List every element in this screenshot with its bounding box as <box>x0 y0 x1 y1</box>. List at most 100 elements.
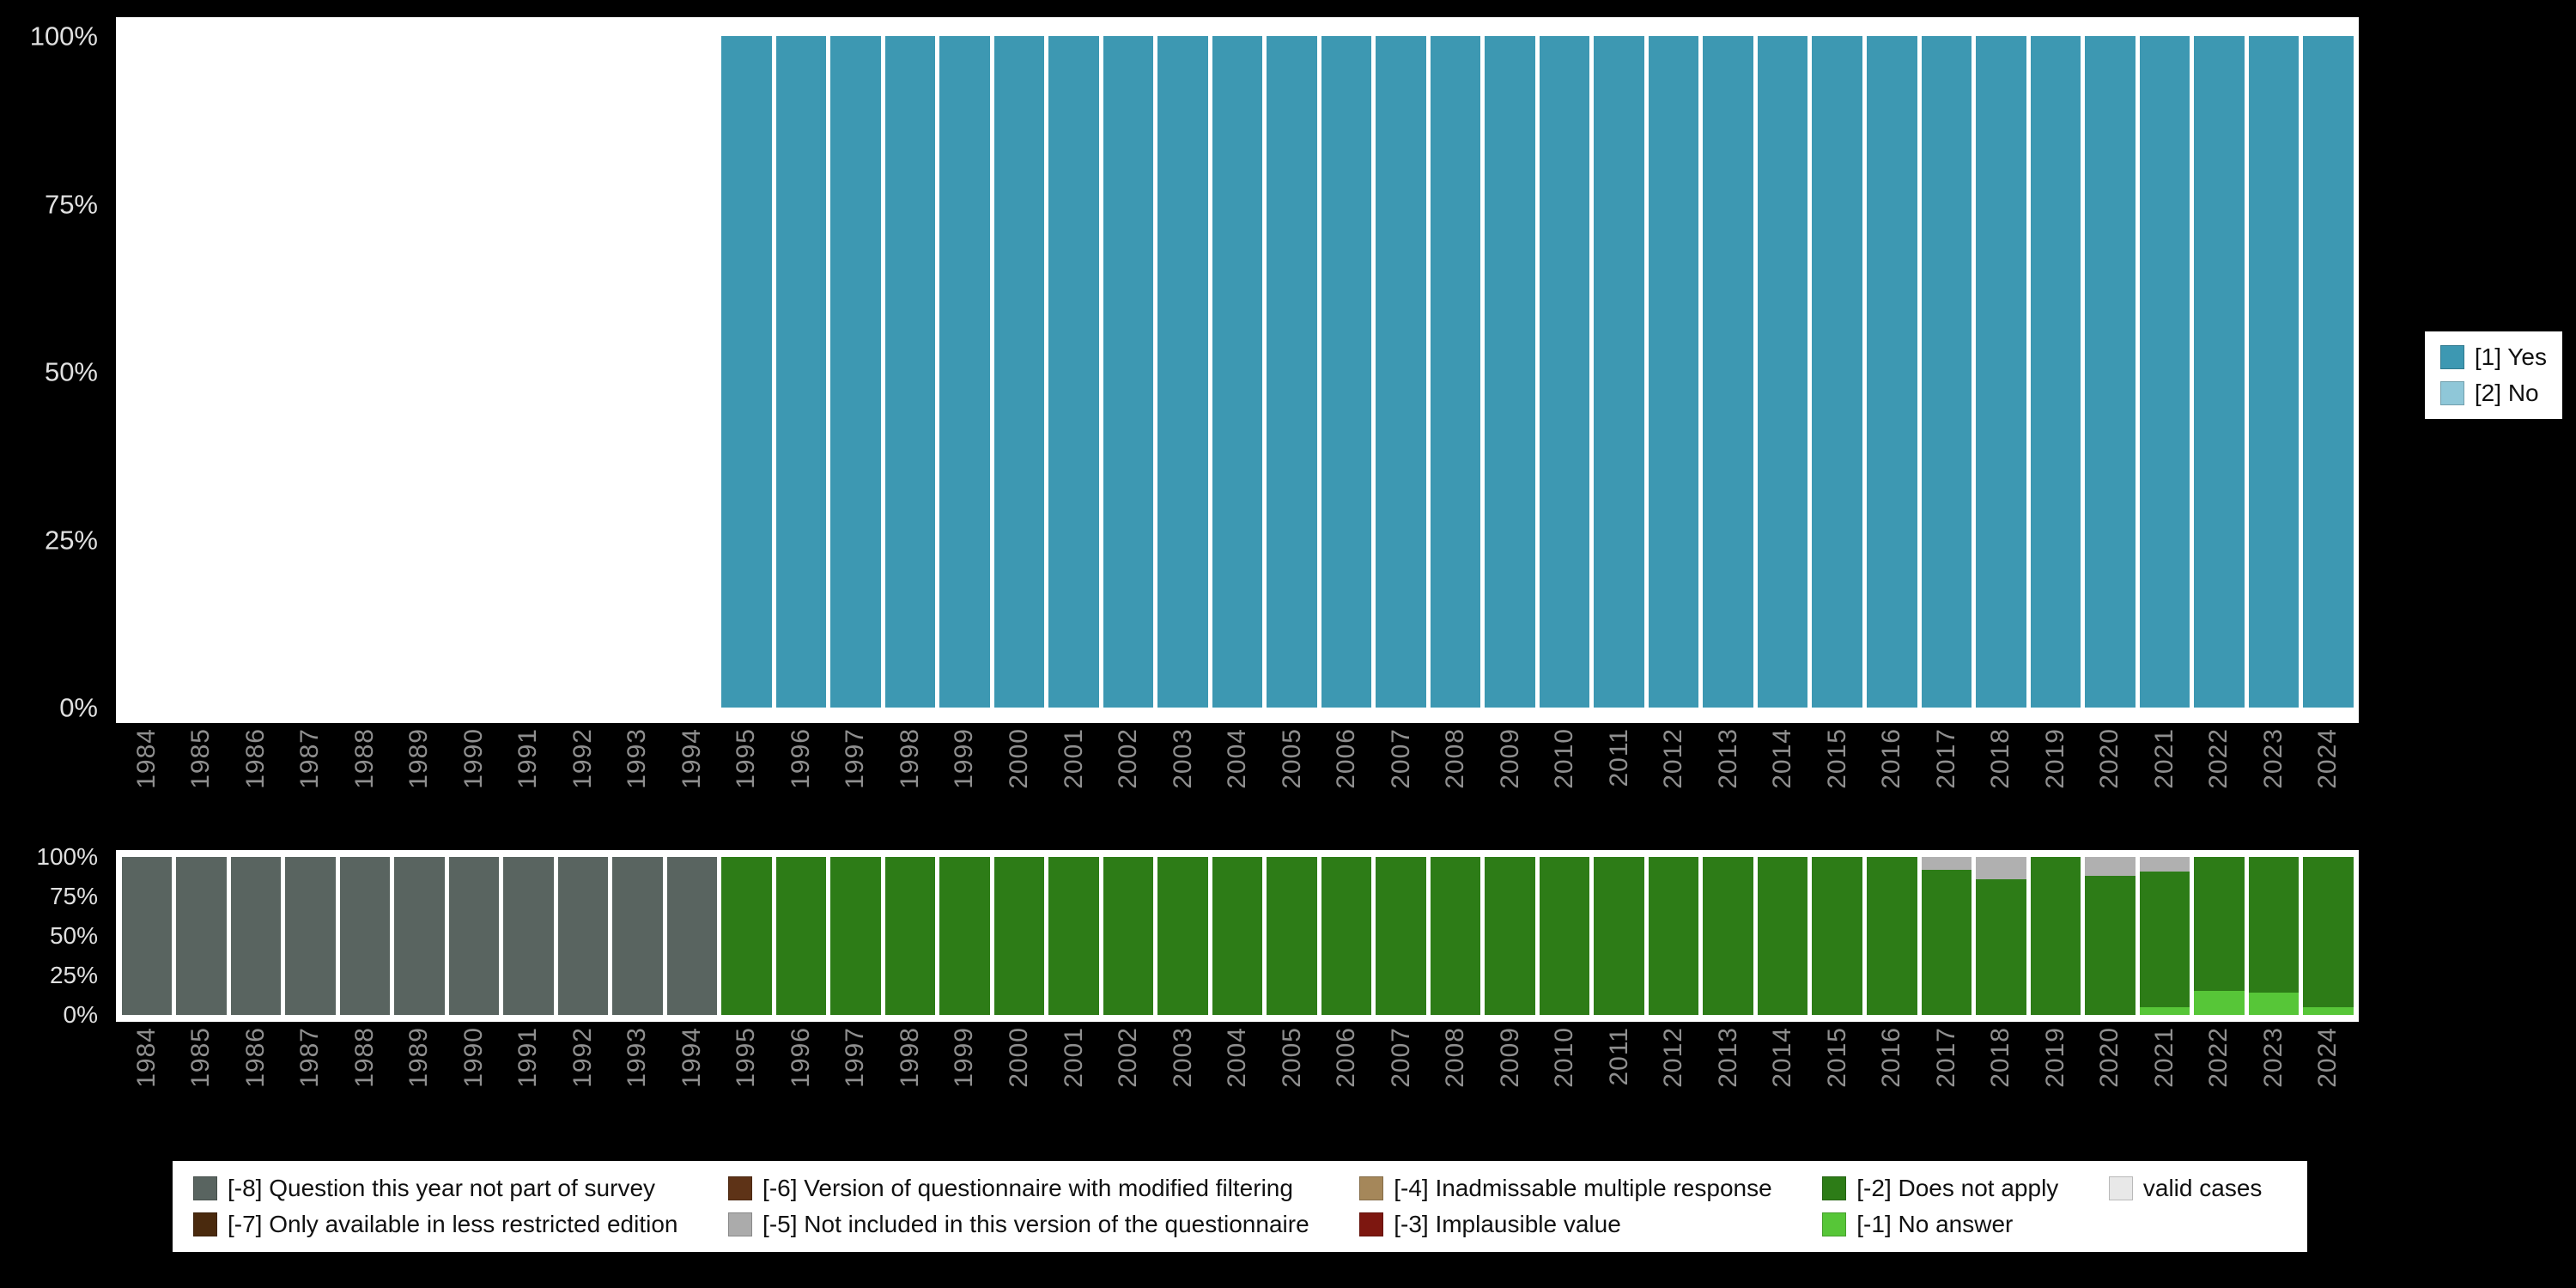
bar-slot-1991 <box>501 857 556 1015</box>
bar-1998 <box>884 36 936 708</box>
bar-slot-2021 <box>2137 36 2192 708</box>
bar-slot-1990 <box>447 36 501 708</box>
x-tick-label: 2014 <box>1768 1027 1797 1088</box>
bar-1995 <box>721 857 772 1015</box>
bar-2015 <box>1812 36 1862 708</box>
bar-2017 <box>1921 857 1972 1015</box>
bar-segment <box>2030 36 2081 708</box>
x-tick-2010: 2010 <box>1537 1027 1592 1143</box>
bar-2001 <box>1048 36 1099 708</box>
bar-slot-2009 <box>1483 857 1538 1015</box>
legend-label: [2] No <box>2474 380 2539 406</box>
bar-slot-2005 <box>1265 36 1320 708</box>
bar-slot-2010 <box>1537 857 1592 1015</box>
bar-segment <box>448 857 500 1015</box>
bar-slot-2018 <box>1974 36 2029 708</box>
bar-1995 <box>721 36 772 708</box>
bar-2004 <box>1212 36 1263 708</box>
x-tick-label: 2015 <box>1822 728 1851 789</box>
x-tick-label: 2024 <box>2313 728 2342 789</box>
x-tick-label: 2012 <box>1659 728 1688 789</box>
bar-slot-1992 <box>556 857 611 1015</box>
bar-slot-1984 <box>119 36 174 708</box>
bar-slot-1991 <box>501 36 556 708</box>
x-tick-1986: 1986 <box>228 1027 283 1143</box>
bar-1993 <box>612 857 663 1015</box>
bar-2002 <box>1103 857 1154 1015</box>
bar-1994 <box>666 857 718 1015</box>
bar-slot-2023 <box>2246 857 2301 1015</box>
bar-slot-1993 <box>611 36 665 708</box>
legend-label: [-7] Only available in less restricted e… <box>228 1211 678 1237</box>
x-tick-2024: 2024 <box>2301 1027 2356 1143</box>
x-tick-label: 1991 <box>513 728 543 789</box>
x-tick-label: 2022 <box>2204 728 2233 789</box>
bar-2014 <box>1757 36 1808 708</box>
x-tick-1991: 1991 <box>501 1027 556 1143</box>
x-tick-2018: 2018 <box>1974 1027 2029 1143</box>
bar-2009 <box>1485 36 1535 708</box>
x-tick-label: 1986 <box>240 728 270 789</box>
x-tick-label: 2000 <box>1005 728 1033 789</box>
bar-1985 <box>176 857 227 1015</box>
x-tick-label: 2006 <box>1332 728 1361 789</box>
x-tick-label: 1992 <box>568 1027 597 1088</box>
bar-segment <box>1212 857 1263 1015</box>
bar-2000 <box>993 36 1045 708</box>
bar-slot-1985 <box>174 857 229 1015</box>
bar-slot-2016 <box>1865 857 1920 1015</box>
legend-label: [-3] Implausible value <box>1394 1211 1621 1237</box>
bar-slot-2013 <box>1701 36 1756 708</box>
x-tick-1986: 1986 <box>228 728 283 844</box>
bar-slot-1997 <box>829 36 884 708</box>
bar-slot-2000 <box>992 857 1047 1015</box>
bar-segment <box>775 857 827 1015</box>
legend-swatch <box>1359 1212 1384 1236</box>
x-tick-label: 1996 <box>786 1027 815 1088</box>
bar-slot-2015 <box>1810 36 1865 708</box>
bottom-chart-panel <box>116 850 2359 1022</box>
bar-slot-2020 <box>2083 857 2138 1015</box>
bar-2016 <box>1867 36 1917 708</box>
x-tick-label: 1998 <box>895 728 924 789</box>
bar-2011 <box>1594 857 1644 1015</box>
bar-segment <box>1921 36 1972 708</box>
bar-segment <box>121 857 173 1015</box>
legend-item: valid cases <box>2108 1175 2287 1202</box>
bar-slot-2012 <box>1646 36 1701 708</box>
bar-2002 <box>1103 36 1154 708</box>
x-tick-label: 2019 <box>2040 1027 2069 1088</box>
x-tick-2016: 2016 <box>1865 728 1920 844</box>
bar-2024 <box>2303 857 2354 1015</box>
x-tick-2018: 2018 <box>1974 728 2029 844</box>
bar-1986 <box>230 857 282 1015</box>
legend-label: [1] Yes <box>2474 343 2547 370</box>
bar-slot-2007 <box>1374 857 1429 1015</box>
x-tick-1984: 1984 <box>119 1027 174 1143</box>
x-tick-label: 1988 <box>349 728 379 789</box>
legend-swatch <box>728 1176 753 1200</box>
bar-slot-1986 <box>228 857 283 1015</box>
bar-1998 <box>884 857 936 1015</box>
x-tick-1998: 1998 <box>883 728 938 844</box>
bar-1999 <box>939 857 990 1015</box>
bar-slot-2023 <box>2246 36 2301 708</box>
x-tick-label: 2019 <box>2040 728 2069 789</box>
x-tick-1993: 1993 <box>611 728 665 844</box>
x-tick-2013: 2013 <box>1701 728 1756 844</box>
x-tick-label: 1987 <box>295 728 325 789</box>
bar-segment <box>1103 857 1154 1015</box>
bar-slot-2002 <box>1101 857 1156 1015</box>
bar-segment <box>1267 36 1317 708</box>
legend-item: [-5] Not included in this version of the… <box>728 1211 1334 1238</box>
bar-segment <box>1430 36 1481 708</box>
bar-1997 <box>830 36 881 708</box>
x-tick-2020: 2020 <box>2083 728 2138 844</box>
bar-2005 <box>1267 36 1317 708</box>
bar-1992 <box>557 857 609 1015</box>
x-tick-2022: 2022 <box>2192 1027 2247 1143</box>
bar-segment <box>2248 993 2300 1015</box>
x-tick-1997: 1997 <box>829 1027 884 1143</box>
x-tick-label: 2020 <box>2095 728 2124 789</box>
